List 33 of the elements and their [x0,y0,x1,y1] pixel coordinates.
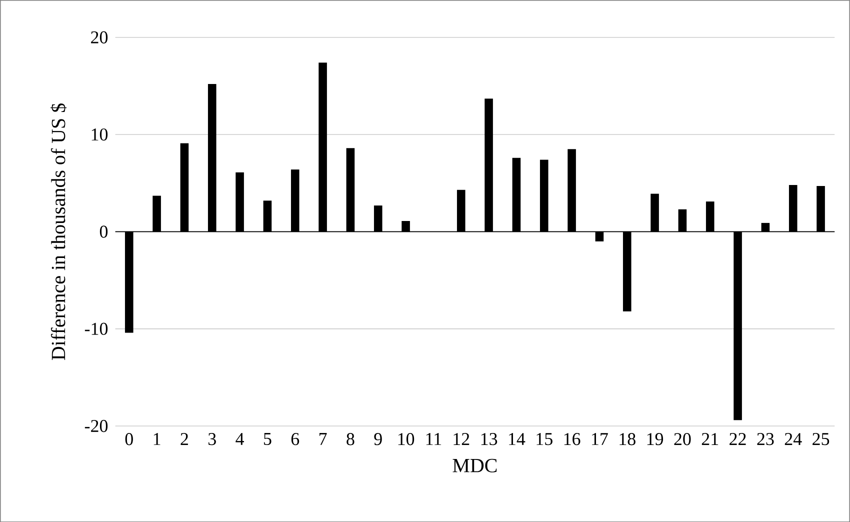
x-tick-label: 11 [426,432,442,445]
x-tick-label: 25 [812,432,830,446]
x-tick-label: 22 [730,432,746,445]
x-tick-label: 19 [647,432,664,446]
y-tick-label: 10 [92,128,108,140]
x-tick-label: 0 [125,432,133,446]
x-tick-label: 1 [154,432,160,445]
y-tick-label: 20 [91,31,108,44]
x-tick-label: 8 [346,432,354,446]
x-tick-label: 17 [592,432,608,445]
x-axis-title: MDC [452,458,497,472]
y-axis-title: Difference in thousands of US $ [50,103,67,360]
x-tick-label: 23 [757,432,774,446]
x-tick-label: 5 [264,432,272,445]
x-tick-label: 6 [291,432,300,446]
y-tick-label: -20 [84,420,108,432]
y-tick-label: 0 [100,225,108,238]
x-tick-label: 16 [564,432,580,446]
x-tick-label: 12 [454,432,470,445]
x-tick-label: 24 [784,432,802,445]
x-tick-label: 9 [374,432,382,446]
x-tick-label: 7 [319,432,327,445]
x-tick-label: 10 [398,432,414,446]
x-tick-label: 21 [702,432,718,445]
x-tick-label: 4 [236,432,244,445]
x-tick-label: 18 [620,432,636,446]
y-tick-label: -10 [84,322,108,335]
x-tick-label: 3 [208,432,216,446]
x-tick-label: 20 [674,432,691,446]
x-tick-label: 2 [180,432,188,445]
x-tick-label: 14 [509,432,526,445]
x-tick-label: 15 [536,432,552,445]
x-tick-label: 13 [481,432,498,446]
